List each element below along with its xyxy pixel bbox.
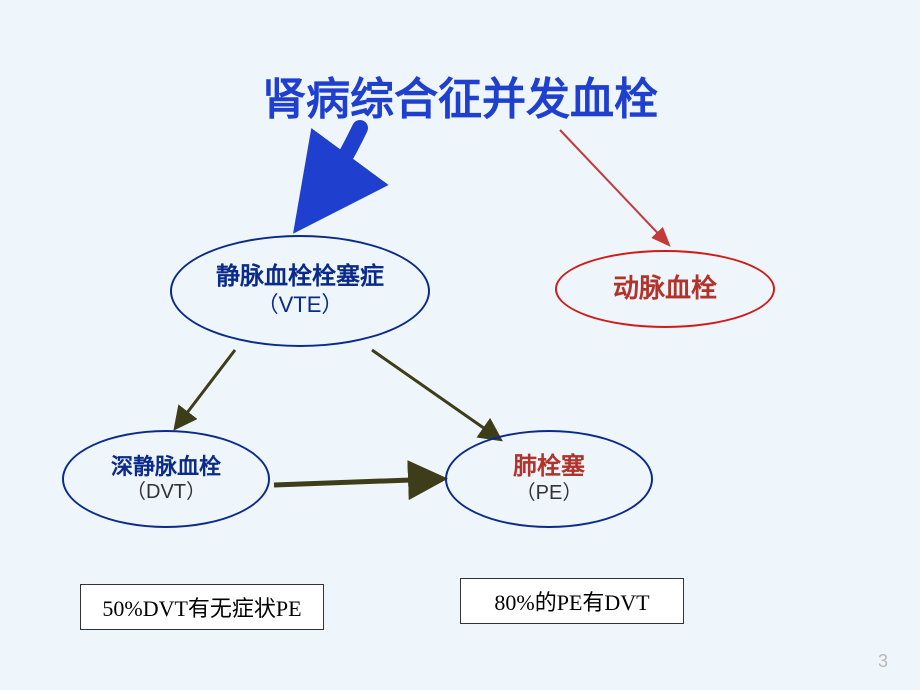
arrow-vte-to-pe <box>372 350 498 438</box>
node-pe: 肺栓塞 （PE） <box>445 430 653 528</box>
arrow-vte-to-dvt <box>177 350 235 426</box>
arrow-title-to-arterial <box>560 130 668 244</box>
arrow-dvt-to-pe <box>274 479 438 485</box>
footnote-pe: 80%的PE有DVT <box>460 578 684 624</box>
footnote-pe-text: 80%的PE有DVT <box>494 585 649 617</box>
node-vte-label2: （VTE） <box>257 292 344 318</box>
footnote-dvt-text: 50%DVT有无症状PE <box>102 591 301 623</box>
node-dvt: 深静脉血栓 （DVT） <box>62 430 270 528</box>
node-arterial: 动脉血栓 <box>555 250 775 328</box>
footnote-dvt: 50%DVT有无症状PE <box>80 584 324 630</box>
slide-title: 肾病综合征并发血栓 <box>262 63 658 127</box>
arrow-title-to-vte <box>312 128 360 208</box>
node-dvt-label2: （DVT） <box>126 480 206 504</box>
node-pe-label2: （PE） <box>516 481 583 505</box>
node-vte: 静脉血栓栓塞症 （VTE） <box>170 235 430 347</box>
node-arterial-label: 动脉血栓 <box>613 273 717 304</box>
page-number: 3 <box>878 651 888 672</box>
node-dvt-label1: 深静脉血栓 <box>111 454 221 480</box>
node-pe-label1: 肺栓塞 <box>513 453 585 482</box>
node-vte-label1: 静脉血栓栓塞症 <box>216 263 384 292</box>
